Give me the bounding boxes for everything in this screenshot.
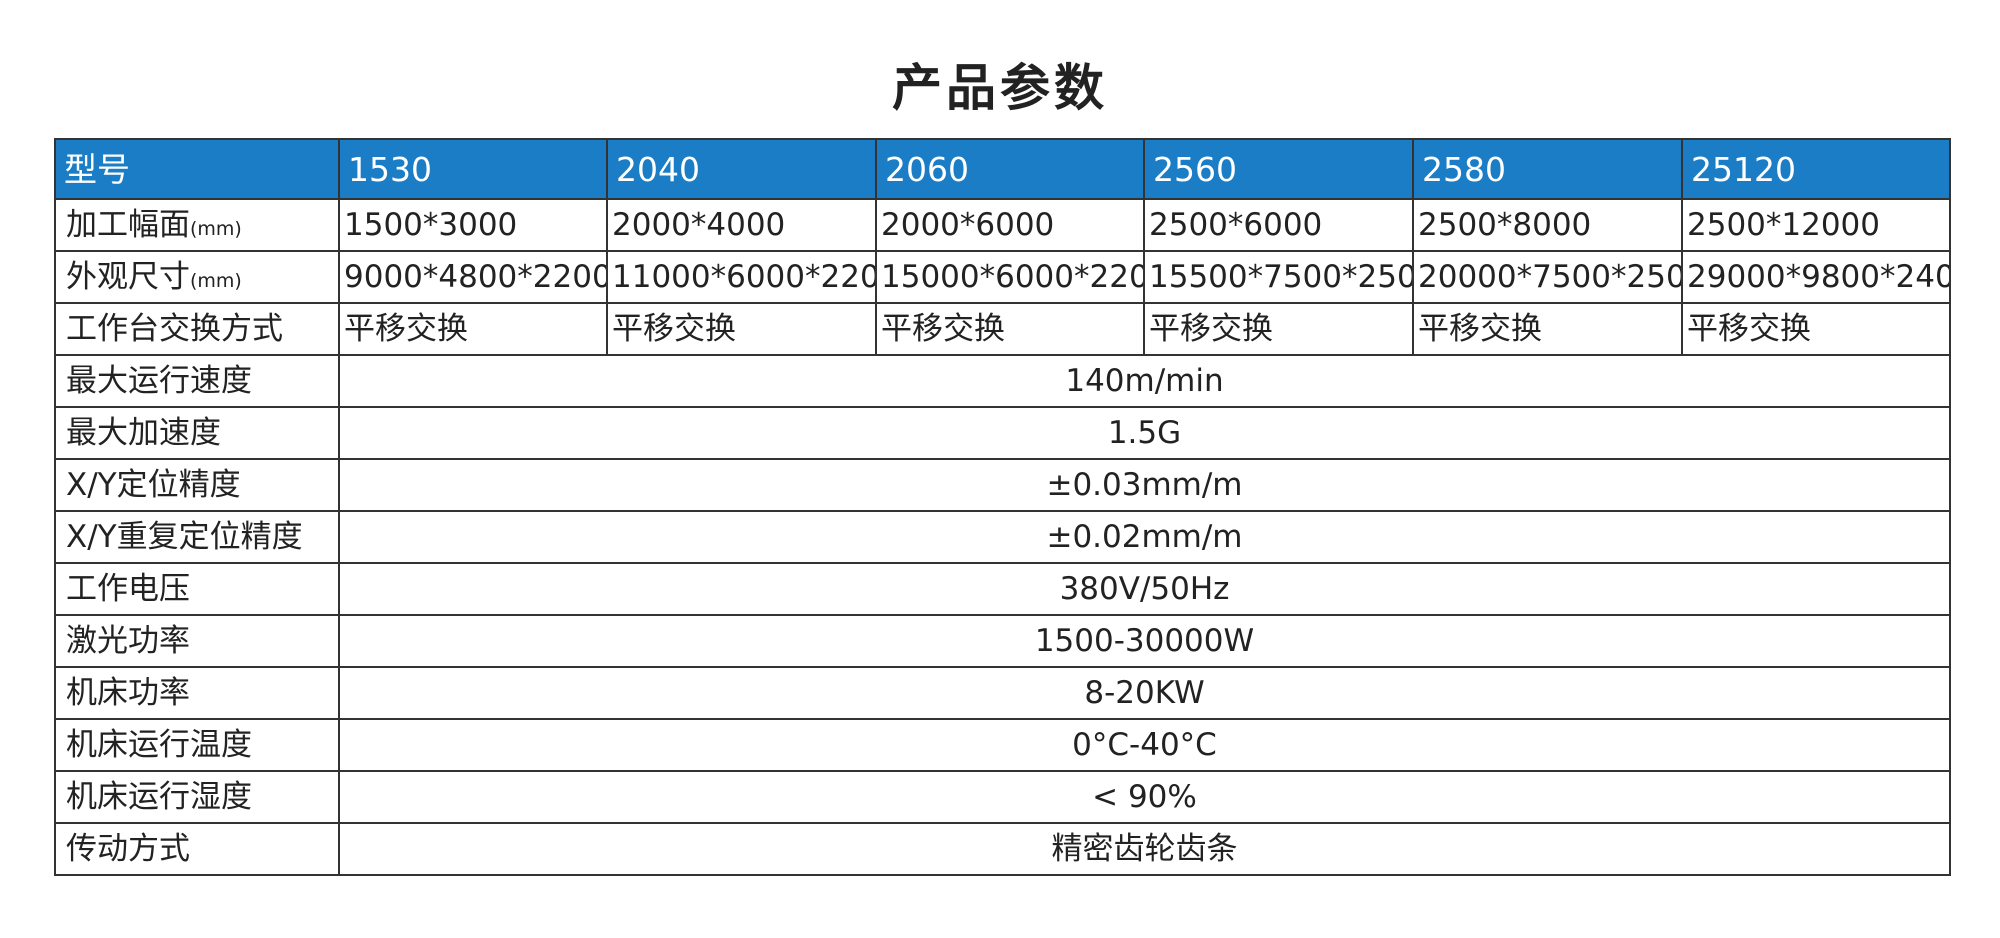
spec-row: 激光功率 1500-30000W: [54, 614, 1951, 668]
spec-row: 加工幅面(mm) 1500*3000 2000*4000 2000*6000 2500*…: [54, 198, 1951, 252]
spec-cell: 11000*6000*2200: [606, 250, 877, 304]
spec-cell: 2000*4000: [606, 198, 877, 252]
spec-cell: 平移交换: [1681, 302, 1951, 356]
row-label: 传动方式: [54, 822, 340, 876]
label-text: X/Y定位精度: [66, 466, 241, 503]
label-text: 工作台交换方式: [66, 310, 283, 347]
spec-row: 最大加速度 1.5G: [54, 406, 1951, 460]
spec-value: ±0.02mm/m: [338, 510, 1951, 564]
header-cell: 型号: [54, 138, 340, 200]
spec-row: 机床运行温度 0°C-40°C: [54, 718, 1951, 772]
spec-table: 型号 1530 2040 2060 2560 2580 25120 加工幅面(mm) 1500*…: [54, 138, 1951, 876]
label-text: 加工幅面: [66, 206, 190, 243]
spec-row: 机床功率 8-20KW: [54, 666, 1951, 720]
header-cell: 2580: [1412, 138, 1683, 200]
row-label: 机床运行湿度: [54, 770, 340, 824]
spec-row: X/Y重复定位精度 ±0.02mm/m: [54, 510, 1951, 564]
spec-value: ±0.03mm/m: [338, 458, 1951, 512]
spec-value: 精密齿轮齿条: [338, 822, 1951, 876]
row-label: 激光功率: [54, 614, 340, 668]
row-label: 机床功率: [54, 666, 340, 720]
spec-cell: 平移交换: [875, 302, 1145, 356]
spec-value: 1.5G: [338, 406, 1951, 460]
spec-row: 机床运行湿度 < 90%: [54, 770, 1951, 824]
row-label: 加工幅面(mm): [54, 198, 340, 252]
spec-value: 8-20KW: [338, 666, 1951, 720]
label-unit: (mm): [190, 269, 242, 292]
spec-row: X/Y定位精度 ±0.03mm/m: [54, 458, 1951, 512]
spec-cell: 29000*9800*2400: [1681, 250, 1951, 304]
label-unit: (mm): [190, 217, 242, 240]
label-text: 工作电压: [66, 570, 190, 607]
spec-cell: 2500*6000: [1143, 198, 1414, 252]
label-text: 最大加速度: [66, 414, 221, 451]
spec-value: < 90%: [338, 770, 1951, 824]
spec-row: 传动方式 精密齿轮齿条: [54, 822, 1951, 876]
spec-cell: 平移交换: [338, 302, 608, 356]
row-label: 工作台交换方式: [54, 302, 340, 356]
header-cell: 2040: [606, 138, 877, 200]
spec-row: 外观尺寸(mm) 9000*4800*2200 11000*6000*2200 150…: [54, 250, 1951, 304]
spec-value: 140m/min: [338, 354, 1951, 408]
spec-row: 工作电压 380V/50Hz: [54, 562, 1951, 616]
spec-cell: 15000*6000*2200: [875, 250, 1145, 304]
header-cell: 1530: [338, 138, 608, 200]
spec-cell: 平移交换: [1143, 302, 1414, 356]
label-text: 激光功率: [66, 622, 190, 659]
spec-row: 工作台交换方式 平移交换 平移交换 平移交换 平移交换 平移交换 平移交换: [54, 302, 1951, 356]
spec-value: 0°C-40°C: [338, 718, 1951, 772]
label-text: 机床运行湿度: [66, 778, 252, 815]
spec-cell: 2000*6000: [875, 198, 1145, 252]
spec-cell: 9000*4800*2200: [338, 250, 608, 304]
row-label: 工作电压: [54, 562, 340, 616]
label-text: 机床运行温度: [66, 726, 252, 763]
spec-value: 380V/50Hz: [338, 562, 1951, 616]
header-cell: 25120: [1681, 138, 1951, 200]
label-text: 外观尺寸: [66, 258, 190, 295]
spec-value: 1500-30000W: [338, 614, 1951, 668]
label-text: X/Y重复定位精度: [66, 518, 303, 555]
header-cell: 2060: [875, 138, 1145, 200]
spec-cell: 2500*12000: [1681, 198, 1951, 252]
label-text: 机床功率: [66, 674, 190, 711]
spec-cell: 1500*3000: [338, 198, 608, 252]
spec-cell: 2500*8000: [1412, 198, 1683, 252]
label-text: 传动方式: [66, 830, 190, 867]
row-label: 最大加速度: [54, 406, 340, 460]
label-text: 最大运行速度: [66, 362, 252, 399]
row-label: 外观尺寸(mm): [54, 250, 340, 304]
table-body: 型号 1530 2040 2060 2560 2580 25120 加工幅面(mm) 1500*…: [54, 138, 1951, 876]
header-cell: 2560: [1143, 138, 1414, 200]
row-label: 最大运行速度: [54, 354, 340, 408]
spec-cell: 平移交换: [1412, 302, 1683, 356]
spec-cell: 平移交换: [606, 302, 877, 356]
row-label: 机床运行温度: [54, 718, 340, 772]
spec-cell: 20000*7500*2500: [1412, 250, 1683, 304]
row-label: X/Y定位精度: [54, 458, 340, 512]
header-row: 型号 1530 2040 2060 2560 2580 25120: [54, 138, 1951, 200]
spec-cell: 15500*7500*2500: [1143, 250, 1414, 304]
row-label: X/Y重复定位精度: [54, 510, 340, 564]
spec-row: 最大运行速度 140m/min: [54, 354, 1951, 408]
page-title: 产品参数: [892, 59, 1108, 117]
